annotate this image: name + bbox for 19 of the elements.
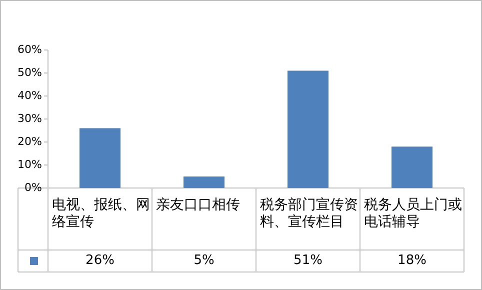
y-tick-label: 40% xyxy=(16,89,42,102)
x-tick-label: 税务人员上门或电话辅导 xyxy=(364,197,462,231)
y-tick-label: 20% xyxy=(16,135,42,148)
x-tick-label: 亲友口口相传 xyxy=(156,197,241,214)
bar xyxy=(288,70,328,188)
y-tick-label: 30% xyxy=(16,112,42,125)
y-tick-label: 10% xyxy=(16,158,42,171)
y-tick-label: 60% xyxy=(16,43,42,56)
text: 51% xyxy=(294,253,322,268)
text: 18% xyxy=(398,253,426,268)
bar xyxy=(392,146,432,188)
y-tick-label: 50% xyxy=(16,66,42,79)
y-tick-label: 0% xyxy=(24,181,42,194)
bar xyxy=(184,176,224,188)
bar xyxy=(80,128,120,188)
text: 26% xyxy=(86,253,114,268)
x-tick-label: 税务部门宣传资料、宣传栏目 xyxy=(260,197,358,231)
x-tick-label: 电视、报纸、网络宣传 xyxy=(52,197,150,231)
text: 5% xyxy=(194,253,214,268)
